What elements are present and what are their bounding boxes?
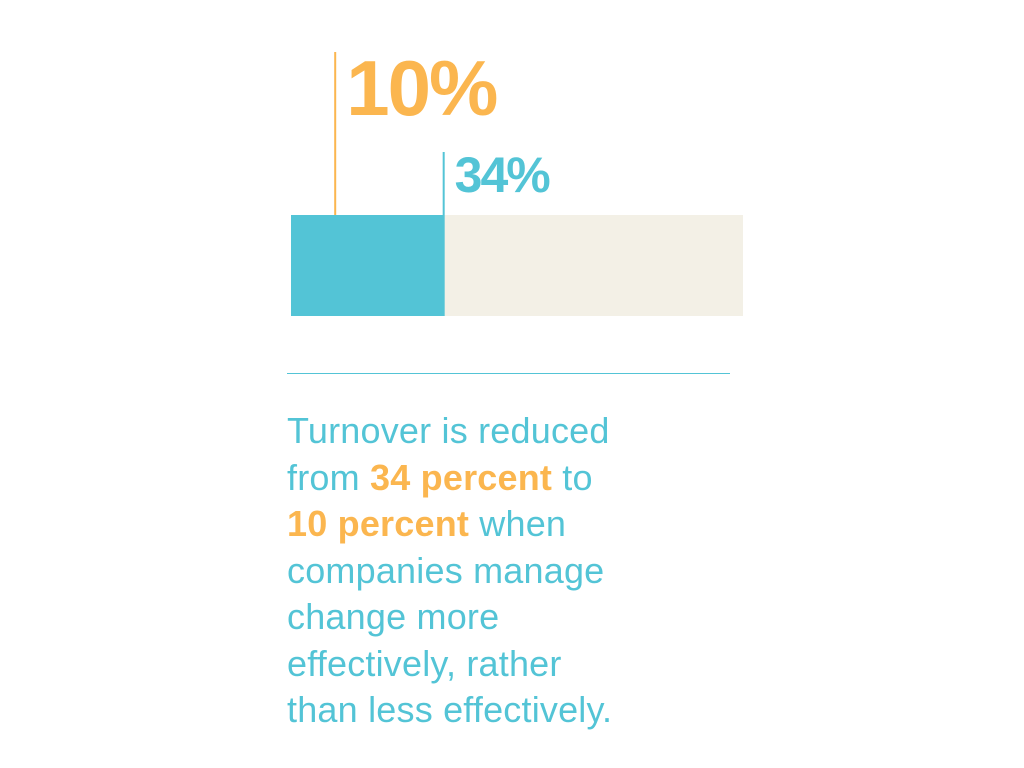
divider-line bbox=[287, 373, 730, 374]
caption-line-2-end: to bbox=[552, 456, 593, 498]
caption-text: Turnover is reduced from 34 percent to 10 … bbox=[287, 408, 727, 734]
caption-line-5: change more bbox=[287, 596, 500, 637]
caption-line-3-end: when bbox=[469, 503, 567, 544]
caption-line-4: companies manage bbox=[287, 549, 605, 591]
caption-line-7: than less effectively. bbox=[287, 689, 613, 730]
data-label-10-percent: 10% bbox=[346, 44, 497, 132]
caption-line-2-start: from bbox=[287, 456, 371, 498]
caption-highlight-34-percent: 34 percent bbox=[370, 456, 553, 498]
data-label-34-percent: 34% bbox=[455, 147, 551, 203]
turnover-bar-chart: 10% 34% bbox=[291, 44, 743, 316]
caption-highlight-10-percent: 10 percent bbox=[287, 503, 470, 544]
caption-line-6: effectively, rather bbox=[287, 642, 562, 684]
caption-line-1: Turnover is reduced bbox=[287, 410, 610, 451]
bar-segment-34-percent bbox=[291, 215, 445, 316]
